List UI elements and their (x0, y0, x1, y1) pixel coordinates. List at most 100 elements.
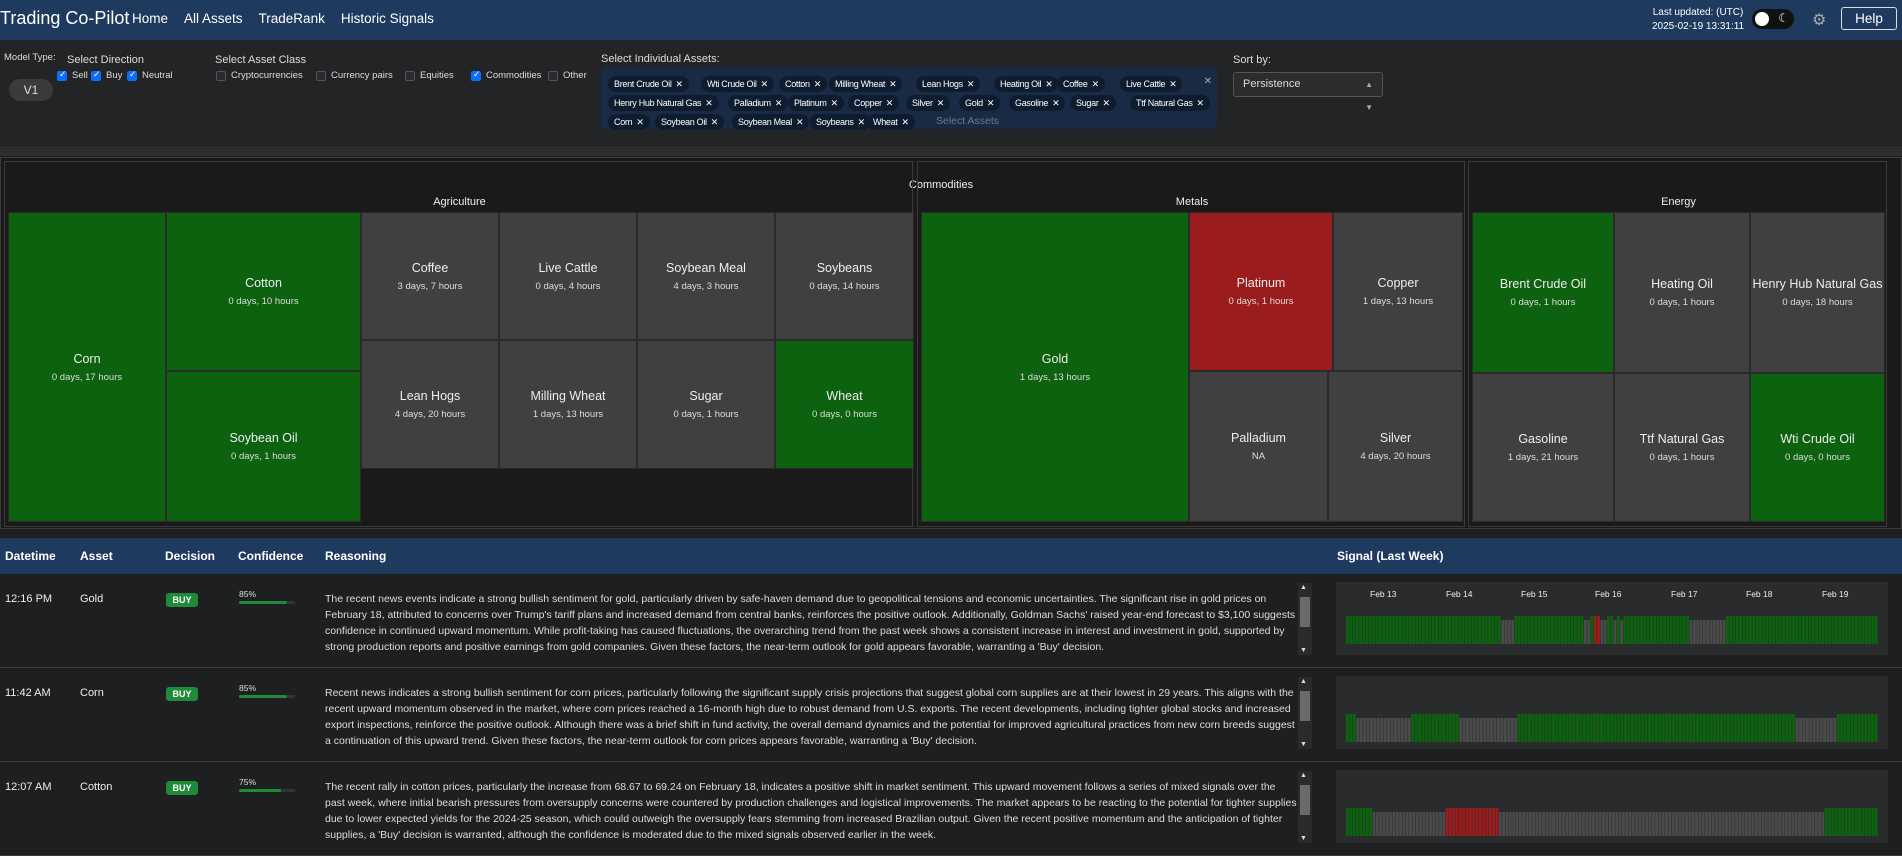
treemap-cell[interactable]: Henry Hub Natural Gas 0 days, 18 hours (1750, 212, 1885, 373)
asset-tag[interactable]: Lean Hogs ✕ (916, 76, 981, 92)
asset-tag[interactable]: Soybean Meal ✕ (732, 114, 810, 130)
remove-tag-icon[interactable]: ✕ (1052, 98, 1060, 108)
remove-tag-icon[interactable]: ✕ (889, 79, 897, 89)
scroll-down-icon[interactable]: ▼ (1300, 835, 1307, 842)
treemap-cell[interactable]: Ttf Natural Gas 0 days, 1 hours (1614, 373, 1750, 522)
sort-select[interactable]: Persistence ▲ ▼ (1233, 72, 1383, 112)
assets-placeholder[interactable]: Select Assets (936, 115, 1000, 127)
nav-link-all-assets[interactable]: All Assets (184, 11, 243, 26)
header-signal-last-week[interactable]: Signal (Last Week) (1337, 549, 1444, 563)
asset-tag[interactable]: Live Cattle ✕ (1120, 76, 1183, 92)
asset-tag[interactable]: Henry Hub Natural Gas ✕ (608, 95, 719, 111)
table-row[interactable]: 11:42 AM Corn BUY 85% Recent news indicates … (0, 668, 1902, 762)
help-button[interactable]: Help (1841, 7, 1897, 30)
asset-tag[interactable]: Milling Wheat ✕ (829, 76, 903, 92)
nav-link-historic-signals[interactable]: Historic Signals (340, 11, 434, 26)
remove-tag-icon[interactable]: ✕ (1091, 79, 1100, 89)
asset-tag[interactable]: Gold ✕ (959, 95, 1001, 111)
treemap-cell[interactable]: Wheat 0 days, 0 hours (775, 340, 914, 469)
remove-tag-icon[interactable]: ✕ (986, 98, 995, 108)
remove-tag-icon[interactable]: ✕ (901, 117, 910, 127)
scroll-thumb[interactable] (1300, 597, 1310, 627)
scroll-thumb[interactable] (1300, 691, 1310, 721)
direction-checkbox-2[interactable]: Neutral (127, 69, 173, 81)
remove-tag-icon[interactable]: ✕ (760, 79, 769, 89)
treemap-cell[interactable]: Wti Crude Oil 0 days, 0 hours (1750, 373, 1885, 522)
treemap-cell[interactable]: Silver 4 days, 20 hours (1328, 371, 1463, 522)
treemap-cell[interactable]: Soybeans 0 days, 14 hours (775, 212, 914, 340)
reasoning-scrollbar[interactable]: ▲ ▼ (1298, 677, 1312, 749)
asset-tag[interactable]: Brent Crude Oil ✕ (608, 76, 689, 92)
treemap-cell[interactable]: Cotton 0 days, 10 hours (166, 212, 361, 371)
remove-tag-icon[interactable]: ✕ (1102, 98, 1111, 108)
remove-tag-icon[interactable]: ✕ (636, 117, 644, 127)
checkbox-box[interactable] (548, 70, 558, 81)
treemap-cell[interactable]: Live Cattle 0 days, 4 hours (499, 212, 637, 340)
asset-class-checkbox-2[interactable]: Equities (405, 70, 454, 81)
reasoning-scrollbar[interactable]: ▲ ▼ (1298, 583, 1312, 655)
treemap-cell[interactable]: Corn 0 days, 17 hours (8, 212, 166, 522)
asset-class-checkbox-4[interactable]: Other (548, 70, 587, 81)
model-type-button[interactable]: V1 (9, 79, 53, 101)
header-datetime[interactable]: Datetime (5, 549, 56, 563)
header-decision[interactable]: Decision (165, 549, 216, 563)
asset-tag[interactable]: Silver ✕ (906, 95, 950, 111)
asset-tag[interactable]: Heating Oil ✕ (994, 76, 1059, 92)
asset-tag[interactable]: Wheat ✕ (867, 114, 915, 130)
reasoning-scrollbar[interactable]: ▲ ▼ (1298, 771, 1312, 843)
asset-tag[interactable]: Gasoline ✕ (1009, 95, 1066, 111)
asset-tag[interactable]: Ttf Natural Gas ✕ (1130, 95, 1210, 111)
nav-link-traderank[interactable]: TradeRank (258, 11, 325, 26)
header-asset[interactable]: Asset (80, 549, 113, 563)
checkbox-box[interactable] (471, 69, 481, 81)
asset-tag[interactable]: Soybeans ✕ (810, 114, 871, 130)
table-row[interactable]: 12:16 PM Gold BUY 85% The recent news events… (0, 574, 1902, 668)
scroll-up-icon[interactable]: ▲ (1300, 772, 1307, 779)
treemap-cell[interactable]: Soybean Oil 0 days, 1 hours (166, 371, 361, 522)
remove-tag-icon[interactable]: ✕ (1045, 79, 1053, 89)
scroll-thumb[interactable] (1300, 785, 1310, 815)
scroll-up-icon[interactable]: ▲ (1300, 584, 1307, 591)
gear-icon[interactable]: ⚙ (1812, 12, 1827, 29)
brand-title[interactable]: Trading Co-Pilot (0, 8, 130, 28)
remove-tag-icon[interactable]: ✕ (885, 98, 894, 108)
treemap-cell[interactable]: Soybean Meal 4 days, 3 hours (637, 212, 775, 340)
theme-toggle[interactable]: ☾ (1752, 9, 1794, 29)
checkbox-box[interactable] (405, 70, 415, 81)
scroll-down-icon[interactable]: ▼ (1300, 741, 1307, 748)
checkbox-box[interactable] (127, 69, 137, 81)
table-row[interactable]: 12:07 AM Cotton BUY 75% The recent rally in … (0, 762, 1902, 856)
treemap-cell[interactable]: Coffee 3 days, 7 hours (361, 212, 499, 340)
treemap-cell[interactable]: Brent Crude Oil 0 days, 1 hours (1472, 212, 1614, 373)
direction-checkbox-0[interactable]: Sell (57, 69, 88, 81)
treemap-cell[interactable]: Sugar 0 days, 1 hours (637, 340, 775, 469)
asset-tag[interactable]: Copper ✕ (848, 95, 899, 111)
header-confidence[interactable]: Confidence (238, 549, 304, 563)
treemap-cell[interactable]: Heating Oil 0 days, 1 hours (1614, 212, 1750, 373)
scroll-up-icon[interactable]: ▲ (1300, 678, 1307, 685)
scroll-down-icon[interactable]: ▼ (1300, 647, 1307, 654)
treemap-cell[interactable]: Gasoline 1 days, 21 hours (1472, 373, 1614, 522)
remove-tag-icon[interactable]: ✕ (966, 79, 975, 89)
remove-tag-icon[interactable]: ✕ (705, 98, 713, 108)
treemap-cell[interactable]: Lean Hogs 4 days, 20 hours (361, 340, 499, 469)
asset-tag[interactable]: Sugar ✕ (1070, 95, 1116, 111)
treemap-cell[interactable]: Gold 1 days, 13 hours (921, 212, 1189, 522)
asset-class-checkbox-1[interactable]: Currency pairs (316, 70, 393, 81)
remove-tag-icon[interactable]: ✕ (795, 117, 804, 127)
remove-tag-icon[interactable]: ✕ (1196, 98, 1205, 108)
checkbox-box[interactable] (91, 69, 101, 81)
header-reasoning[interactable]: Reasoning (325, 549, 387, 563)
asset-multiselect[interactable]: ✕ Brent Crude Oil ✕ Wti Crude Oil ✕ Cotton ✕ M… (601, 67, 1217, 130)
asset-tag[interactable]: Coffee ✕ (1057, 76, 1105, 92)
remove-tag-icon[interactable]: ✕ (710, 117, 719, 127)
asset-tag[interactable]: Corn ✕ (608, 114, 650, 130)
asset-class-checkbox-0[interactable]: Cryptocurrencies (216, 70, 303, 81)
treemap-cell[interactable]: Palladium NA (1189, 371, 1328, 522)
clear-all-icon[interactable]: ✕ (1203, 76, 1212, 87)
asset-tag[interactable]: Palladium ✕ (728, 95, 789, 111)
checkbox-box[interactable] (316, 70, 326, 81)
direction-checkbox-1[interactable]: Buy (91, 69, 122, 81)
remove-tag-icon[interactable]: ✕ (1169, 79, 1177, 89)
asset-tag[interactable]: Cotton ✕ (779, 76, 827, 92)
